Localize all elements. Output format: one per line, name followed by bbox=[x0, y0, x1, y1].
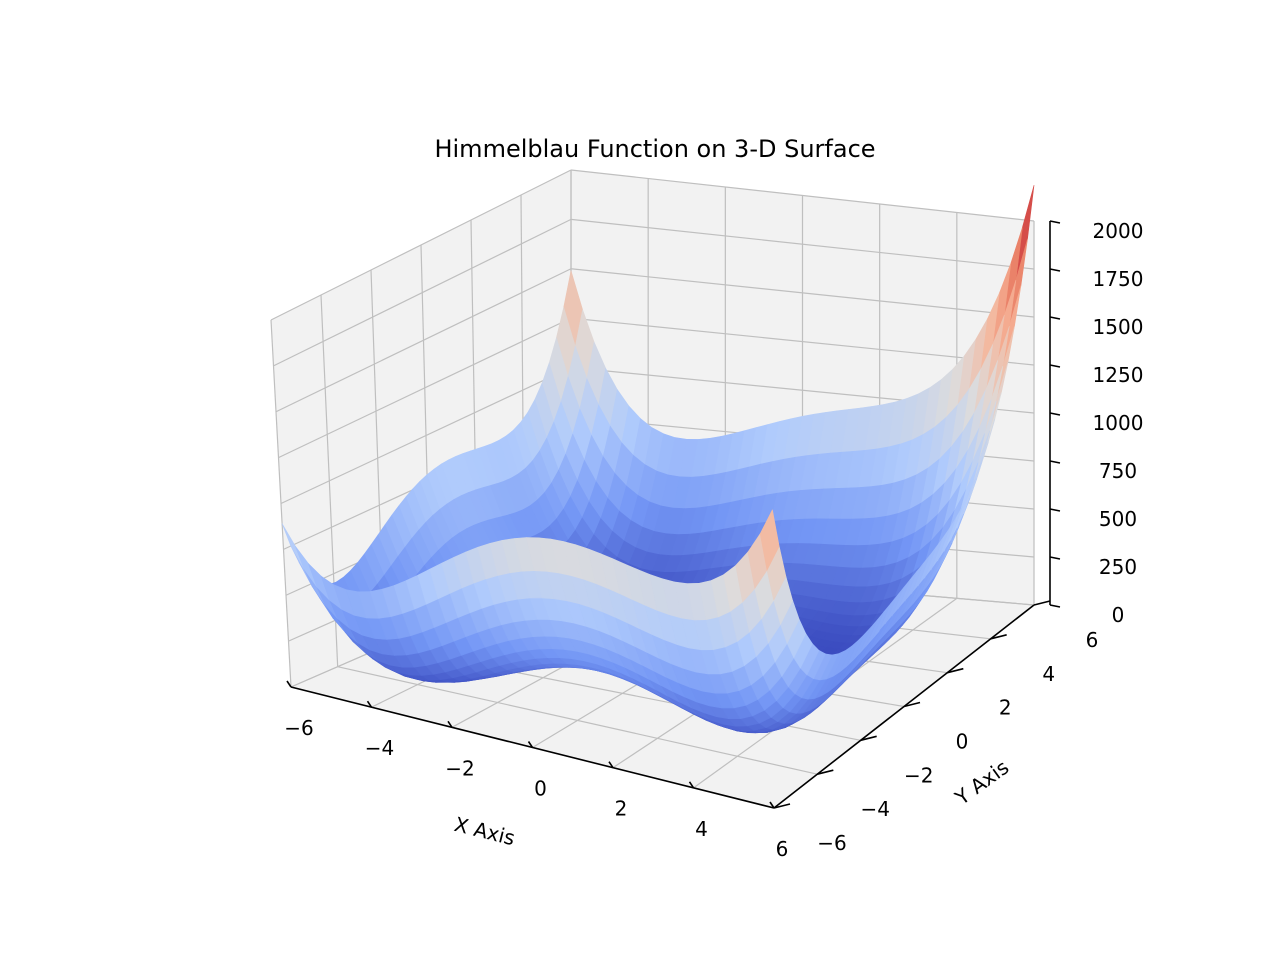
y-tick-label: 2 bbox=[999, 696, 1012, 720]
y-tick-mark bbox=[773, 803, 791, 809]
z-tick-mark bbox=[1049, 268, 1061, 272]
x-tick-mark bbox=[366, 700, 373, 708]
surface-mesh bbox=[281, 185, 1035, 734]
x-tick-mark bbox=[286, 680, 292, 688]
chart-title: Himmelblau Function on 3-D Surface bbox=[434, 135, 875, 163]
x-tick-label: 4 bbox=[695, 817, 708, 841]
z-tick-label: 1500 bbox=[1093, 315, 1144, 339]
floor-grid-y bbox=[337, 666, 818, 775]
y-tick-label: −2 bbox=[904, 763, 933, 787]
left-grid-z bbox=[280, 366, 572, 505]
y-tick-label: 0 bbox=[956, 730, 969, 754]
left-grid-z bbox=[278, 317, 572, 459]
z-tick-label: 0 bbox=[1112, 603, 1125, 627]
x-tick-label: −6 bbox=[284, 716, 313, 740]
x-tick-mark bbox=[769, 801, 775, 809]
z-tick-mark bbox=[1049, 412, 1061, 416]
z-tick-mark bbox=[1049, 556, 1061, 560]
y-tick-mark bbox=[990, 634, 1007, 640]
left-grid-z bbox=[275, 268, 572, 413]
y-axis-label: Y Axis bbox=[950, 755, 1014, 810]
z-tick-mark bbox=[1049, 460, 1061, 464]
back-grid-z bbox=[570, 169, 1035, 222]
z-tick-mark bbox=[1049, 364, 1061, 368]
x-tick-mark bbox=[688, 781, 695, 789]
y-tick-label: −4 bbox=[861, 797, 890, 821]
z-tick-label: 500 bbox=[1099, 507, 1137, 531]
y-tick-mark bbox=[817, 769, 834, 775]
z-tick-label: 1250 bbox=[1093, 363, 1144, 387]
y-tick-mark bbox=[947, 667, 964, 674]
surface-facet bbox=[759, 509, 780, 571]
left-grid-z bbox=[270, 169, 572, 321]
back-grid-z bbox=[570, 268, 1035, 318]
x-tick-mark bbox=[608, 761, 614, 769]
z-tick-mark bbox=[1049, 316, 1061, 320]
z-tick-mark bbox=[1049, 220, 1061, 224]
left-grid-z bbox=[273, 218, 572, 367]
x-tick-mark bbox=[447, 720, 453, 728]
z-tick-label: 1000 bbox=[1093, 411, 1144, 435]
x-tick-label: −2 bbox=[445, 756, 474, 780]
y-tick-mark bbox=[1033, 600, 1051, 606]
y-tick-label: 4 bbox=[1042, 662, 1055, 686]
y-tick-mark bbox=[860, 735, 877, 742]
back-grid-z bbox=[570, 218, 1035, 270]
x-tick-label: −4 bbox=[365, 736, 394, 760]
z-tick-label: 250 bbox=[1099, 555, 1137, 579]
y-tick-mark bbox=[903, 701, 921, 708]
z-tick-label: 750 bbox=[1099, 459, 1137, 483]
x-axis-label: X Axis bbox=[452, 812, 518, 850]
z-tick-label: 1750 bbox=[1093, 267, 1144, 291]
y-tick-label: −6 bbox=[817, 831, 846, 855]
x-tick-label: 0 bbox=[534, 777, 547, 801]
z-tick-label: 2000 bbox=[1093, 219, 1144, 243]
z-tick-mark bbox=[1049, 508, 1061, 512]
x-tick-label: 2 bbox=[615, 797, 628, 821]
z-tick-mark bbox=[1049, 604, 1061, 608]
back-grid-z bbox=[570, 317, 1035, 366]
y-tick-label: 6 bbox=[1086, 628, 1099, 652]
x-tick-label: 6 bbox=[776, 837, 789, 861]
x-tick-mark bbox=[527, 741, 534, 748]
